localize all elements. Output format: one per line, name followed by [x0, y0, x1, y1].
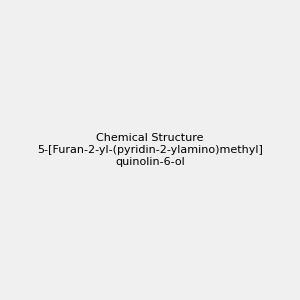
Text: Chemical Structure
5-[Furan-2-yl-(pyridin-2-ylamino)methyl]
quinolin-6-ol: Chemical Structure 5-[Furan-2-yl-(pyridi… [37, 134, 263, 166]
